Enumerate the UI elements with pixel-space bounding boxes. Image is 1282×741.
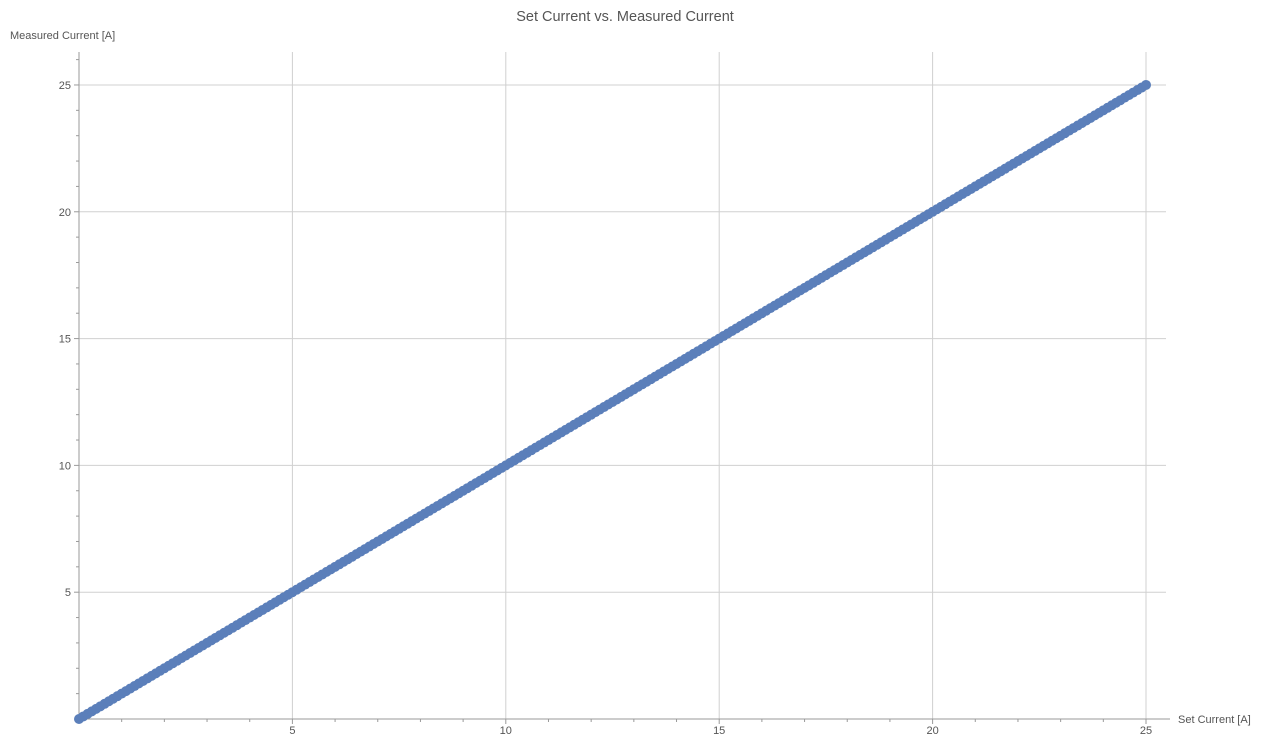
x-tick-label: 5 (289, 725, 295, 736)
data-layer (74, 79, 1151, 724)
x-tick-label: 15 (713, 725, 725, 736)
data-point (1141, 79, 1151, 90)
y-tick-label: 15 (59, 334, 71, 346)
y-tick-label: 10 (59, 460, 71, 472)
text-layer: Set Current vs. Measured Current Measure… (10, 9, 1251, 737)
x-tick-label: 25 (1140, 725, 1152, 736)
y-axis-label: Measured Current [A] (10, 30, 115, 42)
axis-layer (74, 52, 1170, 724)
y-tick-label: 25 (59, 80, 71, 92)
chart-title: Set Current vs. Measured Current (516, 9, 734, 25)
grid-layer (79, 52, 1166, 719)
x-tick-label: 20 (926, 725, 938, 736)
y-tick-label: 20 (59, 207, 71, 219)
x-tick-label: 10 (500, 725, 512, 736)
x-axis-label: Set Current [A] (1178, 714, 1251, 726)
y-tick-label: 5 (65, 587, 71, 599)
